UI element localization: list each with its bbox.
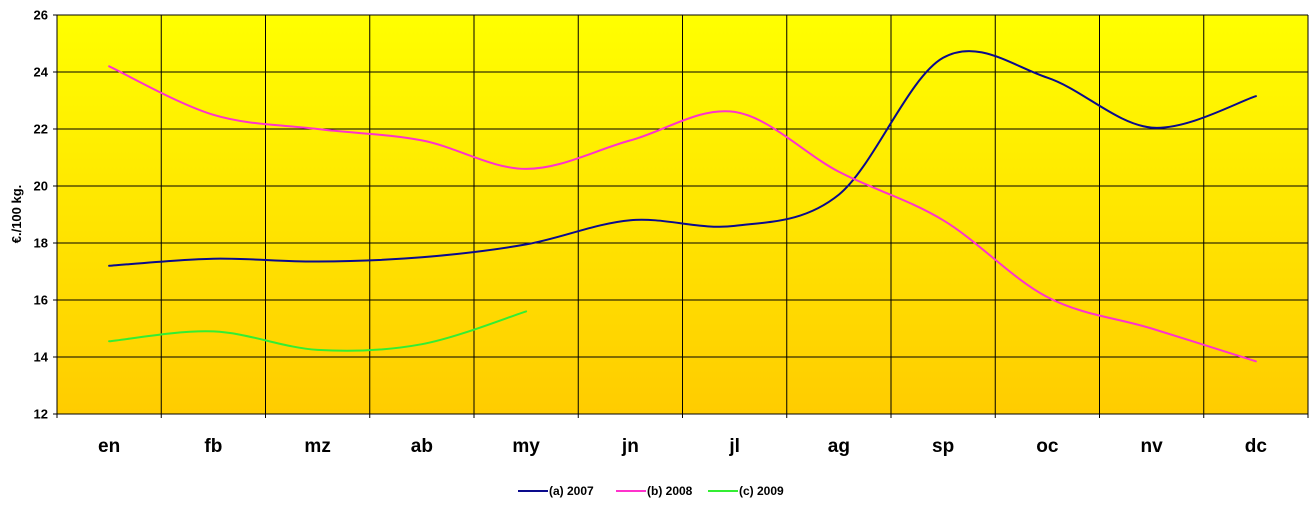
x-tick-label: dc	[1245, 436, 1268, 457]
y-tick-label: 12	[34, 407, 48, 422]
series-line-2	[108, 65, 1257, 363]
y-tick-label: 26	[34, 8, 48, 23]
series-lines	[108, 50, 1257, 363]
series-line-3	[108, 310, 528, 352]
x-tick-label: en	[98, 436, 120, 457]
x-tick-label: sp	[932, 436, 954, 457]
legend-label: (a) 2007	[549, 484, 594, 498]
y-tick-label: 22	[34, 122, 48, 137]
legend-label: (b) 2008	[647, 484, 693, 498]
x-axis-ticks: en fb mz ab my jn jl ag sp oc nv dc	[98, 436, 1267, 457]
x-tick-label: ag	[828, 436, 850, 457]
y-tick-label: 16	[34, 293, 48, 308]
x-tick-label: my	[512, 436, 540, 457]
x-tick-label: mz	[304, 436, 330, 457]
legend: (a) 2007 (b) 2008 (c) 2009	[518, 484, 784, 498]
x-tick-label: oc	[1036, 436, 1059, 457]
legend-label: (c) 2009	[739, 484, 784, 498]
y-tick-label: 18	[34, 236, 48, 251]
gridlines	[53, 14, 1309, 418]
series-line-1	[108, 50, 1257, 267]
y-tick-label: 20	[34, 179, 48, 194]
x-tick-label: jl	[728, 436, 740, 457]
x-tick-label: ab	[411, 436, 433, 457]
x-tick-label: fb	[204, 436, 222, 457]
y-axis-ticks: 12 14 16 18 20 22 24 26	[34, 8, 49, 422]
x-tick-label: jn	[621, 436, 639, 457]
y-tick-label: 24	[34, 65, 49, 80]
y-axis-label: €./100 kg.	[9, 185, 24, 244]
y-tick-label: 14	[34, 350, 49, 365]
x-tick-label: nv	[1141, 436, 1164, 457]
